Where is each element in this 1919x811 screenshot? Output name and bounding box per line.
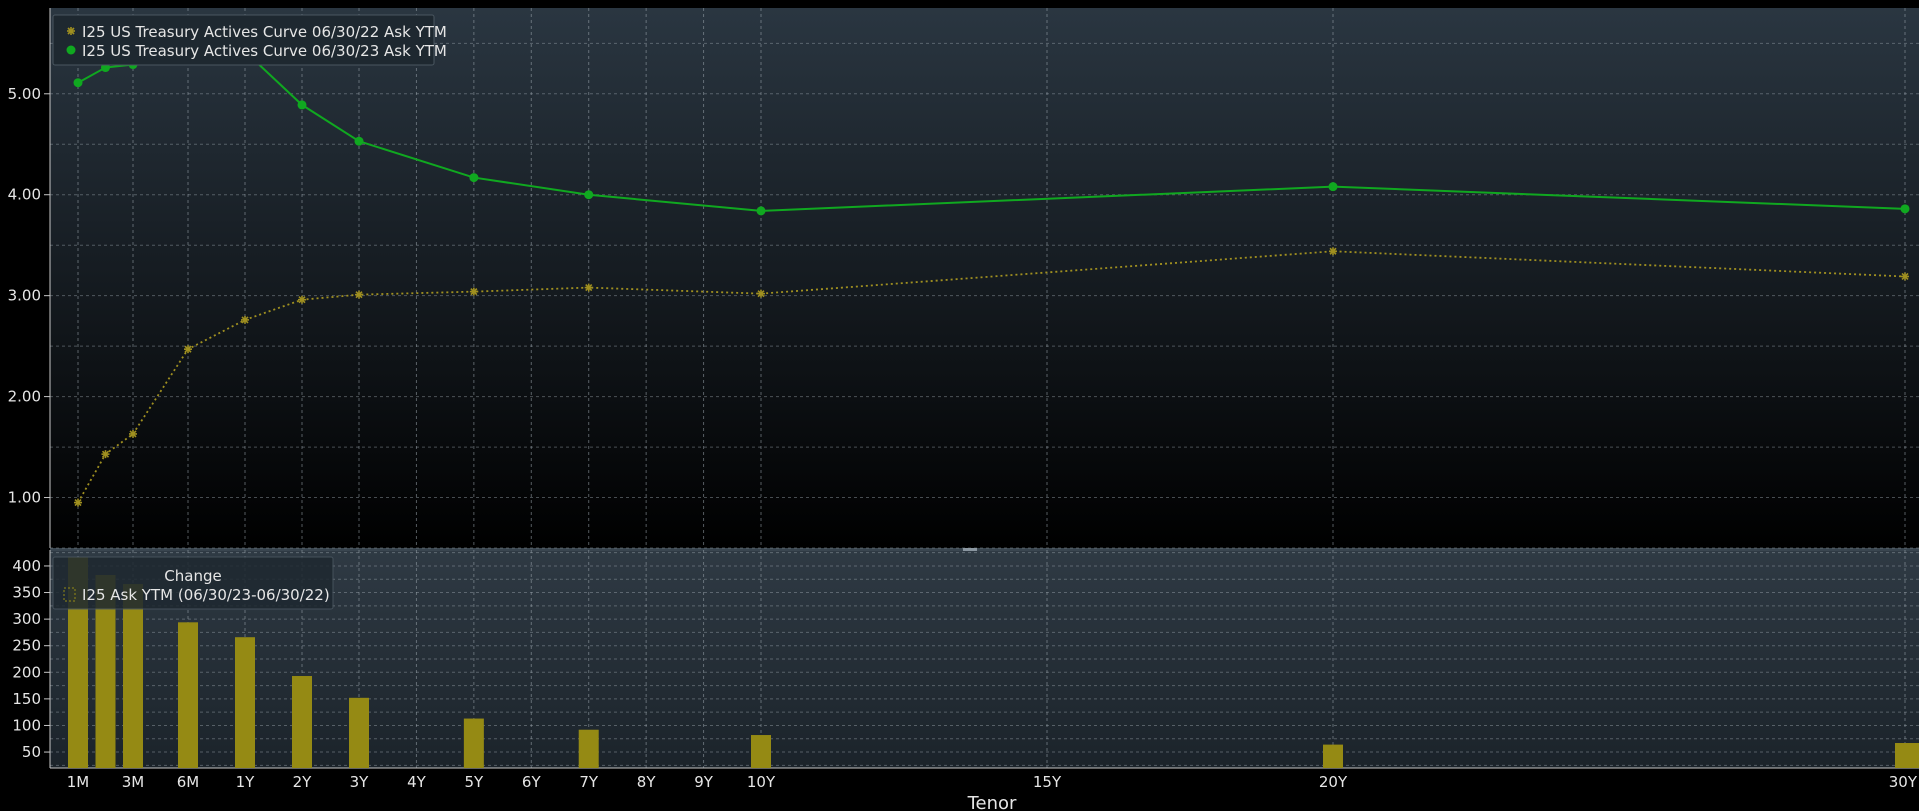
panel-divider[interactable]: [50, 548, 1919, 551]
change-bars: [68, 557, 1919, 768]
curve-2022-point-1Y: [241, 315, 249, 324]
curve-2022-point-30Y: [1901, 272, 1909, 281]
bottom-y-axis: 50 100 150 200 250 300 350 400: [12, 557, 50, 761]
x-tick-label: 20Y: [1319, 773, 1348, 791]
curve-2022-line: [77, 250, 1906, 504]
curve-2023-point-7Y: [584, 190, 594, 200]
change-bar-3Y: [349, 697, 369, 768]
x-tick-label: 3Y: [350, 773, 370, 791]
x-tick-label: 6M: [177, 773, 200, 791]
change-bar-6M: [178, 622, 198, 768]
curve-2023-point-2Y: [297, 100, 307, 110]
change-bar-10Y: [751, 735, 771, 768]
change-bar-30Y: [1895, 743, 1919, 768]
legend-asterisk-icon: [67, 27, 75, 35]
bottom-y-tick-label: 300: [12, 610, 41, 628]
top-y-tick-label: 3.00: [8, 287, 41, 305]
change-bar-5Y: [463, 718, 484, 768]
change-bar-20Y: [1323, 744, 1343, 768]
curve-2023-point-5Y: [469, 173, 479, 183]
panel-resize-handle[interactable]: [963, 548, 977, 551]
x-tick-label: 9Y: [694, 773, 714, 791]
curve-2022-point-20Y: [1329, 247, 1337, 256]
x-tick-label: 4Y: [407, 773, 427, 791]
bottom-y-tick-label: 350: [12, 584, 41, 602]
curve-2022-point-3M: [129, 429, 137, 438]
bottom-legend-series-label: I25 Ask YTM (06/30/23-06/30/22): [82, 586, 330, 604]
top-legend[interactable]: I25 US Treasury Actives Curve 06/30/22 A…: [52, 14, 447, 66]
change-bar-1Y: [235, 637, 255, 768]
curve-2022-point-1M: [74, 498, 82, 507]
curve-2022-point-10Y: [757, 289, 765, 298]
x-tick-label: 5Y: [464, 773, 484, 791]
bottom-legend[interactable]: Change I25 Ask YTM (06/30/23-06/30/22): [52, 556, 334, 610]
top-panel-background: [50, 8, 1919, 548]
change-bar-2M: [95, 574, 116, 768]
bottom-legend-box: [52, 556, 334, 610]
legend-asterisk-glyph: [67, 27, 75, 35]
x-tick-label: 30Y: [1889, 773, 1918, 791]
bottom-y-tick-label: 50: [22, 743, 41, 761]
curve-2023-point-3Y: [354, 136, 364, 146]
change-bar-3M: [123, 584, 143, 768]
bottom-y-tick-label: 150: [12, 690, 41, 708]
curve-2023-point-10Y: [756, 206, 766, 216]
top-legend-box: [52, 14, 435, 66]
curve-2022-point-7Y: [584, 283, 593, 292]
curve-2022-point-2Y: [298, 295, 306, 304]
x-tick-label: 7Y: [579, 773, 599, 791]
x-tick-label: 10Y: [747, 773, 776, 791]
x-tick-label: 8Y: [637, 773, 657, 791]
top-y-tick-label: 5.00: [8, 85, 41, 103]
legend-bar-swatch-icon: [63, 587, 76, 602]
change-bar-1M: [68, 557, 88, 768]
curve-2023-point-1M: [73, 78, 83, 88]
x-tick-label: 1Y: [236, 773, 256, 791]
curve-2022-point-6M: [184, 345, 192, 354]
curve-2023-point-20Y: [1328, 182, 1338, 192]
top-y-axis: 1.00 2.00 3.00 4.00 5.00: [8, 85, 50, 507]
legend-circle-icon: [66, 45, 76, 55]
bottom-y-tick-label: 100: [12, 716, 41, 734]
bottom-y-tick-label: 400: [12, 557, 41, 575]
x-tick-label: 6Y: [522, 773, 542, 791]
x-tick-label: 2Y: [293, 773, 313, 791]
top-y-tick-label: 4.00: [8, 186, 41, 204]
x-axis: 1M 3M 6M 1Y 2Y 3Y 4Y 5Y 6Y 7Y 8Y 9Y 10Y 15Y 20Y 30Y: [67, 773, 1918, 791]
legend-series-2023-label: I25 US Treasury Actives Curve 06/30/23 A…: [82, 42, 447, 60]
top-y-tick-label: 1.00: [8, 489, 41, 507]
bottom-y-tick-label: 200: [12, 663, 41, 681]
x-tick-label: 3M: [122, 773, 145, 791]
curve-2022-point-5Y: [469, 287, 478, 296]
legend-series-2022-label: I25 US Treasury Actives Curve 06/30/22 A…: [82, 23, 447, 41]
x-tick-label: 1M: [67, 773, 90, 791]
change-bar-2Y: [292, 676, 312, 768]
bottom-y-tick-label: 250: [12, 637, 41, 655]
curve-2022-point-2M: [101, 450, 110, 459]
x-tick-label: 15Y: [1033, 773, 1062, 791]
x-axis-title: Tenor: [967, 793, 1017, 811]
change-bar-7Y: [578, 729, 599, 768]
top-y-tick-label: 2.00: [8, 388, 41, 406]
curve-2022-point-3Y: [355, 290, 363, 299]
curve-2023-point-30Y: [1900, 204, 1910, 214]
bottom-legend-title: Change: [164, 567, 221, 585]
